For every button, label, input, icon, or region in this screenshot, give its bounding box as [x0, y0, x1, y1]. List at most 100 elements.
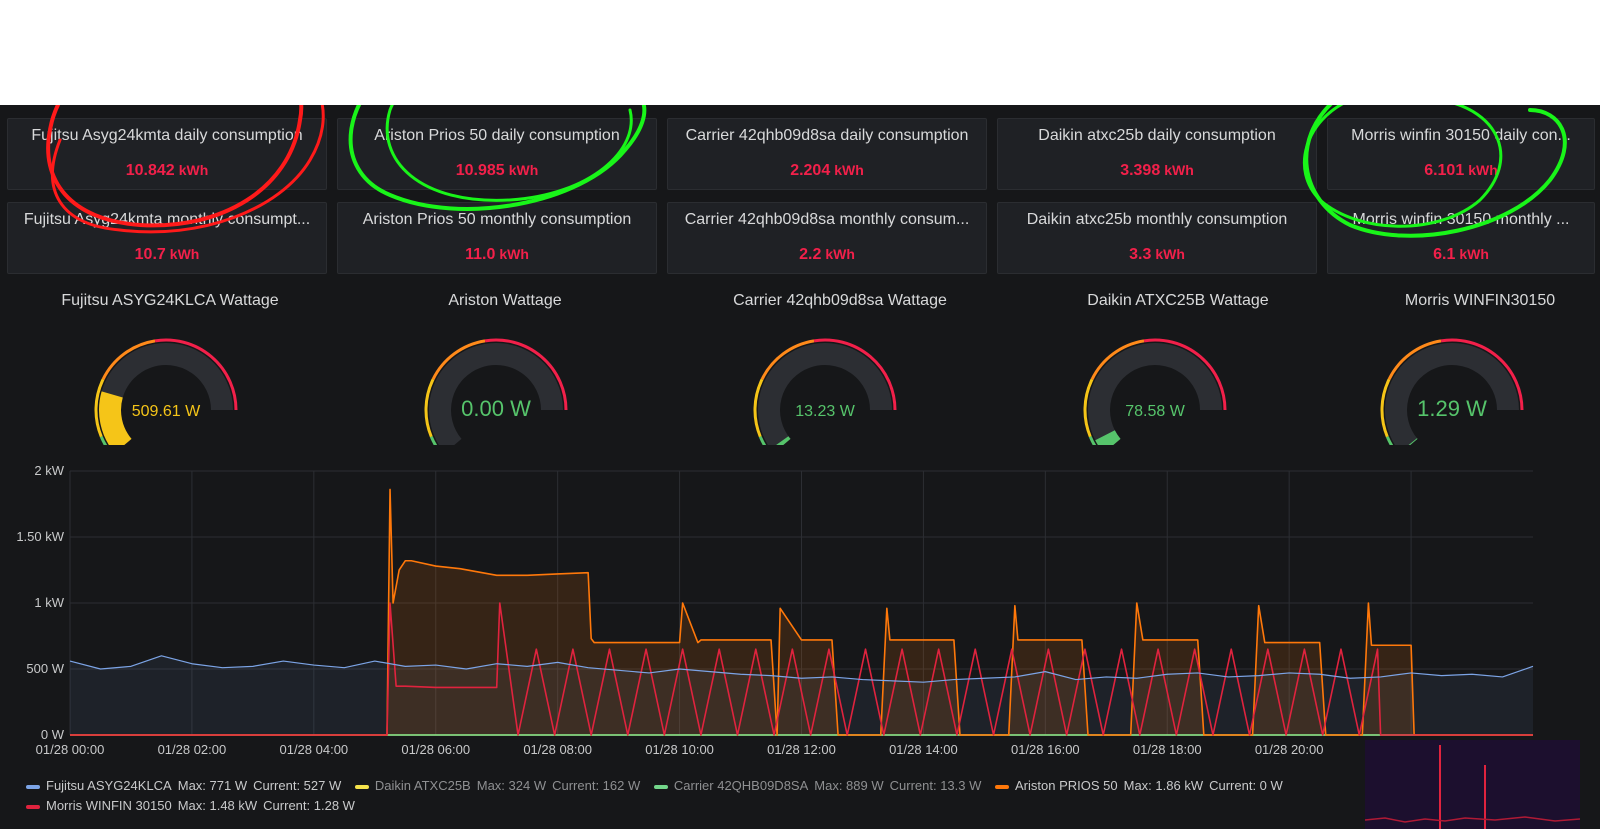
legend-current: Current: 162 W [552, 778, 641, 793]
stat-panel-fujitsu-daily[interactable]: Fujitsu Asyg24kmta daily consumption 10.… [7, 118, 327, 190]
x-tick-label: 01/28 14:00 [889, 742, 958, 757]
stat-title: Morris winfin 30150 monthly ... [1352, 211, 1570, 228]
stat-unit: kWh [499, 246, 529, 262]
stat-value: 10.985 kWh [338, 162, 656, 180]
thumbnail-overlay [1365, 740, 1580, 829]
stat-title: Daikin atxc25b daily consumption [1038, 127, 1276, 144]
gauge-threshold-band [154, 338, 238, 411]
stat-panel-ariston-monthly[interactable]: Ariston Prios 50 monthly consumption 11.… [337, 202, 657, 274]
stat-title: Ariston Prios 50 daily consumption [374, 127, 620, 144]
gauge-value-text: 509.61 W [132, 403, 201, 420]
stat-unit: kWh [834, 162, 864, 178]
gauge-threshold-band [1090, 339, 1145, 380]
stat-panel-morris-daily[interactable]: Morris winfin 30150 daily con... 6.101 kW… [1327, 118, 1595, 190]
stat-unit: kWh [178, 162, 209, 178]
series-line-morris-winfin-30150 [70, 602, 1533, 736]
x-tick-label: 01/28 00:00 [36, 742, 105, 757]
stat-panel-carrier-monthly[interactable]: Carrier 42qhb09d8sa monthly consum... 2.… [667, 202, 987, 274]
gauge-title-ariston: Ariston Wattage [448, 292, 562, 309]
x-tick-label: 01/28 20:00 [1255, 742, 1324, 757]
legend-series-name: Morris WINFIN 30150 [46, 798, 172, 813]
stat-title: Daikin atxc25b monthly consumption [1026, 211, 1288, 228]
gauge-value-text: 1.29 W [1417, 396, 1487, 421]
legend-current: Current: 0 W [1209, 778, 1283, 793]
gauge-threshold-band [1143, 338, 1227, 411]
stat-panel-daikin-monthly[interactable]: Daikin atxc25b monthly consumption 3.3 kW… [997, 202, 1317, 274]
gauge-value-text: 0.00 W [461, 396, 531, 421]
legend-max: Max: 1.86 kW [1123, 778, 1204, 793]
legend-item-ariston[interactable]: Ariston PRIOS 50 Max: 1.86 kW Current: 0 W [995, 776, 1283, 796]
stat-panel-morris-monthly[interactable]: Morris winfin 30150 monthly ... 6.1 kWh [1327, 202, 1595, 274]
legend-swatch [26, 784, 40, 789]
stat-title: Fujitsu Asyg24kmta daily consumption [31, 127, 303, 144]
x-tick-label: 01/28 04:00 [279, 742, 348, 757]
stat-value: 10.842 kWh [8, 162, 326, 180]
stat-value: 10.7 kWh [8, 246, 326, 264]
gauge-4: 1.29 W [1380, 338, 1524, 445]
stat-value: 2.2 kWh [668, 246, 986, 264]
stat-number: 10.985 [455, 162, 505, 179]
x-tick-label: 01/28 08:00 [523, 742, 592, 757]
gauge-threshold-band [484, 338, 568, 411]
gauge-track [758, 343, 892, 445]
gauge-threshold-band [1387, 339, 1442, 380]
legend-current: Current: 13.3 W [889, 778, 982, 793]
legend-item-morris[interactable]: Morris WINFIN 30150 Max: 1.48 kW Current: … [26, 796, 355, 816]
stat-number: 6.101 [1424, 162, 1465, 179]
thumbnail-line [1365, 816, 1580, 823]
legend-series-name: Ariston PRIOS 50 [1015, 778, 1118, 793]
stat-number: 2.2 [799, 246, 822, 263]
timeseries-chart[interactable]: 0 W 500 W 1 kW 1.50 kW 2 kW 01/28 00:00 01/28 … [0, 455, 1600, 765]
gauge-threshold-band [429, 436, 438, 445]
gauge-2: 13.23 W [753, 338, 897, 445]
gauge-threshold-band [758, 436, 767, 445]
gauge-track [429, 343, 563, 445]
legend-series-name: Daikin ATXC25B [374, 778, 471, 793]
stat-panel-fujitsu-monthly[interactable]: Fujitsu Asyg24kmta monthly consumpt... 1… [7, 202, 327, 274]
gauge-track [99, 343, 233, 445]
legend-item-daikin[interactable]: Daikin ATXC25B Max: 324 W Current: 162 W [354, 776, 641, 796]
legend-swatch [354, 784, 369, 789]
legend-series-name: Fujitsu ASYG24KLCA [46, 778, 172, 793]
stat-panel-daikin-daily[interactable]: Daikin atxc25b daily consumption 3.398 kW… [997, 118, 1317, 190]
x-tick-label: 01/28 10:00 [645, 742, 714, 757]
legend-swatch [26, 804, 40, 809]
stat-number: 10.842 [125, 162, 175, 179]
x-tick-label: 01/28 06:00 [401, 742, 470, 757]
gauges-row: 509.61 W 0.00 W 13.23 W 78.58 W 1.29 W [94, 338, 1524, 445]
stat-value: 2.204 kWh [668, 162, 986, 180]
legend-item-carrier[interactable]: Carrier 42QHB09D8SA Max: 889 W Current: 13… [653, 776, 982, 796]
stat-panel-ariston-daily[interactable]: Ariston Prios 50 daily consumption 10.98… [337, 118, 657, 190]
gauge-value-fill [1095, 430, 1121, 445]
chart-legend: Fujitsu ASYG24KLCA Max: 771 W Current: 527… [26, 776, 1356, 816]
series-line-fujitsu-asyg24klca [69, 655, 1534, 683]
gauge-threshold-band [94, 378, 105, 438]
stat-title: Ariston Prios 50 monthly consumption [362, 211, 632, 228]
stat-number: 11.0 [465, 246, 496, 263]
gauge-value-fill [776, 436, 791, 445]
gauge-threshold-band [1083, 378, 1094, 438]
gauge-threshold-band [1380, 378, 1391, 438]
legend-swatch [995, 784, 1010, 789]
gauge-title-morris: Morris WINFIN30150 [1404, 292, 1556, 309]
legend-max: Max: 324 W [476, 778, 547, 793]
stat-panel-carrier-daily[interactable]: Carrier 42qhb09d8sa daily consumption 2.… [667, 118, 987, 190]
stat-unit: kWh [169, 246, 200, 262]
dashboard-area: Fujitsu Asyg24kmta daily consumption 10.… [0, 105, 1600, 829]
legend-item-fujitsu[interactable]: Fujitsu ASYG24KLCA Max: 771 W Current: 527… [26, 776, 341, 796]
series-line-ariston-prios-50 [70, 488, 1533, 736]
gauge-threshold-band [1385, 436, 1394, 445]
gauge-threshold-band [1088, 436, 1097, 445]
y-tick-label: 0 W [41, 727, 65, 742]
y-tick-label: 1 kW [34, 595, 64, 610]
gauge-title-daikin: Daikin ATXC25B Wattage [1087, 292, 1269, 309]
gauge-value-text: 78.58 W [1125, 403, 1185, 420]
gauge-0: 509.61 W [94, 338, 238, 445]
legend-max: Max: 1.48 kW [177, 798, 258, 813]
y-tick-label: 1.50 kW [16, 529, 64, 544]
stat-value: 3.398 kWh [998, 162, 1316, 180]
gauge-3: 78.58 W [1083, 338, 1227, 445]
stat-title: Fujitsu Asyg24kmta monthly consumpt... [23, 211, 311, 228]
gauge-value-text: 13.23 W [795, 403, 855, 420]
stat-value: 11.0 kWh [338, 246, 656, 264]
